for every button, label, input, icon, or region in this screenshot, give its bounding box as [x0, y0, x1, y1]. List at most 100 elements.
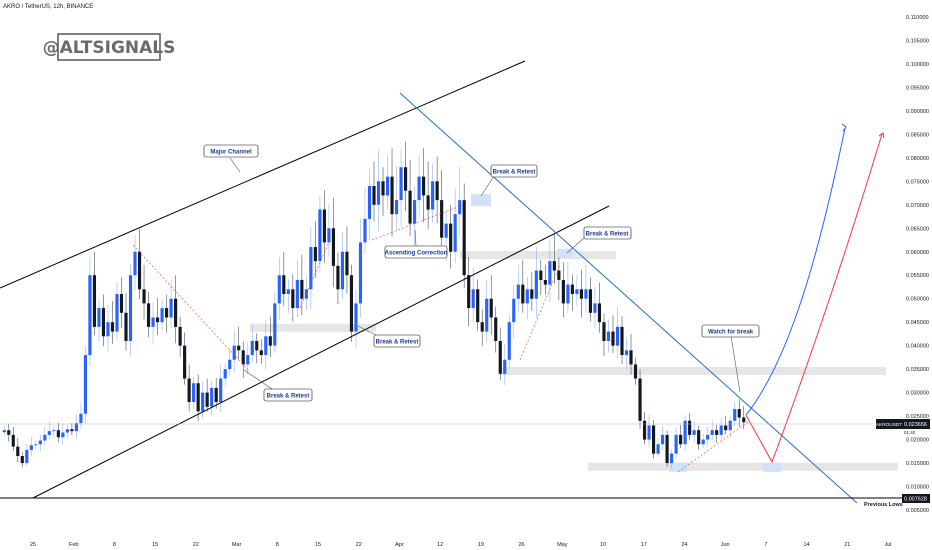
candle-body [268, 336, 272, 346]
candle-body [259, 350, 263, 356]
symbol-tag: AKROUSDT [876, 422, 903, 428]
candle-body [728, 420, 732, 431]
candle-body [309, 247, 313, 290]
candle-body [228, 359, 232, 370]
candle-body [584, 289, 588, 299]
candle-body [119, 294, 124, 313]
time-tick-label: Apr [395, 542, 404, 548]
candle-body [178, 326, 182, 346]
callout-label: Break & Retest [376, 340, 419, 346]
callout-break-retest-2[interactable]: Break & Retest [357, 325, 421, 348]
candle-body [241, 350, 245, 365]
price-tick-label: 0.065000 [906, 226, 929, 232]
candle-body [633, 364, 638, 379]
target-highlight [763, 462, 781, 472]
callout-break-retest-3[interactable]: Break & Retest [480, 164, 538, 197]
drawing-lines [0, 60, 885, 504]
callout-break-retest-1[interactable]: Break & Retest [243, 369, 313, 402]
price-tick-label: 0.105000 [906, 38, 929, 44]
descending-trendline [399, 92, 858, 504]
candle-body [336, 265, 340, 290]
candle-body [115, 294, 119, 332]
candle-body [422, 176, 426, 196]
time-tick-label: 15 [315, 542, 321, 548]
candle-body [557, 270, 561, 280]
time-tick-label: 24 [681, 542, 687, 548]
candle-body [701, 439, 705, 445]
price-tick-label: 0.090000 [906, 109, 929, 115]
candle-body [345, 251, 349, 276]
callout-ascending-correction[interactable]: Ascending Correction [385, 229, 448, 259]
candle-body [183, 345, 187, 379]
candle-body [647, 425, 651, 440]
candle-body [97, 308, 101, 327]
candle-body [399, 167, 403, 201]
candles [2, 141, 746, 469]
callout-label: Watch for break [708, 330, 754, 336]
candle-body [52, 430, 56, 432]
candle-body [503, 359, 507, 374]
candle-body [327, 228, 331, 243]
candle-body [219, 378, 223, 403]
callout-label: Break & Retest [586, 232, 629, 238]
time-tick-label: 26 [519, 542, 525, 548]
candle-body [169, 298, 173, 318]
price-tick-label: 0.035000 [906, 367, 929, 373]
candle-body [214, 387, 218, 403]
candle-body [737, 409, 741, 418]
candle-body [264, 336, 268, 356]
price-tick-label: 0.025000 [906, 414, 929, 420]
candle-body [322, 209, 326, 243]
last-price-value: 0.023656 [904, 422, 927, 428]
candle-body [246, 355, 250, 365]
candle-body [70, 429, 74, 432]
callout-watch-for-break[interactable]: Watch for break [701, 324, 760, 393]
time-tick-label: 10 [600, 542, 606, 548]
candle-body [679, 434, 683, 445]
candle-body [476, 289, 480, 323]
time-axis[interactable]: 25 Feb 8 15 22 Mar 8 15 22 Apr 12 19 26 May 10 17 24 Jun 7… [30, 542, 892, 548]
candle-body [706, 434, 710, 440]
candle-body [201, 392, 205, 412]
candle-body [597, 303, 602, 323]
price-axis[interactable]: 0.110000 0.105000 0.100000 0.095000 0.090000… [906, 15, 929, 514]
projection-red-arrowhead [878, 132, 885, 139]
candle-body [74, 423, 78, 432]
candle-body [733, 409, 737, 421]
candle-body [255, 340, 259, 351]
candle-body [485, 298, 489, 332]
candle-body [128, 275, 133, 341]
candle-body [232, 345, 236, 360]
candle-body [408, 190, 412, 224]
callout-break-retest-4[interactable]: Break & Retest [566, 226, 632, 254]
candle-body [548, 261, 552, 285]
candle-body [530, 289, 534, 299]
time-tick-label: May [557, 542, 568, 548]
candle-body [38, 440, 42, 445]
candle-body [187, 378, 191, 403]
candle-body [137, 251, 142, 290]
price-tick-label: 0.070000 [906, 203, 929, 209]
callout-label: Break & Retest [493, 170, 536, 176]
candle-body [124, 312, 128, 341]
candle-body [588, 289, 593, 313]
previous-lows-line: 0.007628 Previous Lows [0, 494, 930, 508]
callout-major-channel[interactable]: Major Channel [203, 144, 259, 173]
candle-body [318, 209, 322, 262]
candle-body [372, 186, 376, 205]
candle-body [651, 425, 656, 454]
candle-body [363, 218, 367, 243]
candle-body [354, 303, 358, 332]
chart-title: AKRO / TetherUS, 12h, BINANCE [3, 4, 93, 10]
price-tick-label: 0.110000 [906, 15, 929, 21]
candle-body [155, 317, 160, 323]
price-tick-label: 0.080000 [906, 156, 929, 162]
candle-body [106, 322, 110, 337]
candle-body [661, 434, 665, 445]
support-highlight [669, 462, 687, 472]
candle-body [101, 308, 106, 337]
candle-body [165, 308, 169, 318]
candle-body [467, 275, 471, 309]
candle-body [210, 387, 214, 407]
